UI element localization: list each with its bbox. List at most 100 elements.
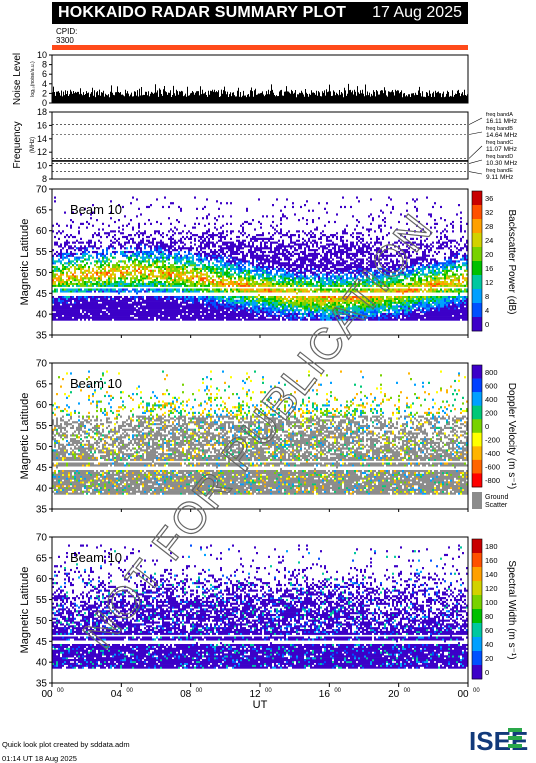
power-cell — [204, 264, 206, 267]
power-cell — [334, 282, 336, 286]
power-cell — [274, 312, 276, 316]
power-cell — [88, 256, 90, 259]
power-cell — [346, 260, 348, 263]
power-cell — [128, 273, 130, 276]
power-cell — [150, 312, 152, 316]
power-cell — [158, 288, 160, 291]
power-cell — [352, 316, 354, 319]
power-cell — [82, 314, 84, 317]
power-cell — [88, 279, 90, 282]
power-cell — [124, 303, 126, 306]
power-cell — [342, 280, 344, 284]
power-cell — [110, 267, 112, 271]
power-cell — [172, 279, 174, 282]
power-cell — [286, 234, 288, 237]
power-cell — [290, 279, 292, 282]
power-cell — [274, 314, 276, 317]
power-cell — [138, 301, 140, 304]
power-cell — [172, 267, 174, 271]
power-cell — [104, 260, 106, 263]
power-cell — [70, 254, 72, 257]
power-cell — [64, 235, 66, 239]
power-cell — [160, 247, 162, 250]
power-cell — [94, 316, 96, 319]
power-cell — [252, 256, 254, 259]
power-cell — [228, 254, 230, 257]
power-cell — [218, 215, 220, 218]
power-cell — [234, 318, 236, 321]
power-cell — [170, 279, 172, 282]
power-cell — [152, 260, 154, 263]
power-cell — [162, 299, 164, 302]
power-cell — [68, 290, 70, 293]
power-cell — [238, 318, 240, 321]
frequency-tick-label: 8 — [42, 174, 47, 184]
power-cell — [138, 222, 140, 225]
power-cell — [222, 273, 224, 276]
power-cell — [126, 237, 128, 240]
power-cell — [112, 303, 114, 306]
power-cell — [342, 260, 344, 263]
power-cell — [256, 288, 258, 291]
power-cell — [342, 262, 344, 265]
power-cell — [316, 305, 318, 308]
power-cell — [322, 314, 324, 317]
power-cell — [300, 316, 302, 319]
power-cell — [110, 279, 112, 282]
power-cell — [132, 309, 134, 312]
power-cell — [308, 232, 310, 235]
power-cell — [214, 301, 216, 304]
power-cell — [356, 311, 358, 314]
power-cell — [340, 245, 342, 248]
power-cell — [196, 217, 198, 220]
power-cell — [138, 224, 140, 227]
power-cell — [314, 309, 316, 312]
power-cell — [174, 267, 176, 271]
power-cell — [218, 301, 220, 304]
power-cell — [292, 290, 294, 293]
power-cell — [304, 277, 306, 280]
power-cell — [74, 303, 76, 306]
power-cell — [254, 311, 256, 314]
power-cell — [204, 309, 206, 312]
power-cell — [186, 314, 188, 317]
power-cell — [112, 284, 114, 287]
power-cell — [150, 247, 152, 250]
power-cell — [324, 290, 326, 293]
power-cell — [144, 247, 146, 250]
power-cell — [188, 271, 190, 274]
power-cell — [182, 305, 184, 308]
power-cell — [154, 309, 156, 312]
power-cell — [244, 256, 246, 259]
power-cell — [280, 305, 282, 308]
power-cell — [282, 305, 284, 308]
power-cell — [220, 239, 222, 242]
power-cell — [166, 277, 168, 280]
power-cell — [310, 275, 312, 278]
power-cell — [234, 271, 236, 274]
power-cell — [168, 256, 170, 259]
power-cell — [224, 284, 226, 287]
power-cell — [266, 280, 268, 284]
power-cell — [226, 318, 228, 321]
power-cell — [74, 279, 76, 282]
power-cell — [144, 256, 146, 259]
power-cell — [90, 271, 92, 274]
power-cell — [192, 260, 194, 263]
power-cell — [100, 305, 102, 308]
power-cell — [326, 252, 328, 255]
power-cell — [68, 269, 70, 272]
power-cell — [220, 262, 222, 265]
power-cell — [182, 256, 184, 259]
power-cell — [340, 295, 342, 299]
power-cell — [318, 237, 320, 240]
power-cell — [300, 309, 302, 312]
power-cell — [340, 312, 342, 316]
power-cell — [60, 260, 62, 263]
power-cell — [288, 280, 290, 284]
power-cell — [274, 249, 276, 252]
power-cell — [98, 282, 100, 286]
power-cell — [148, 252, 150, 255]
power-cell — [134, 284, 136, 287]
power-cell — [248, 284, 250, 287]
